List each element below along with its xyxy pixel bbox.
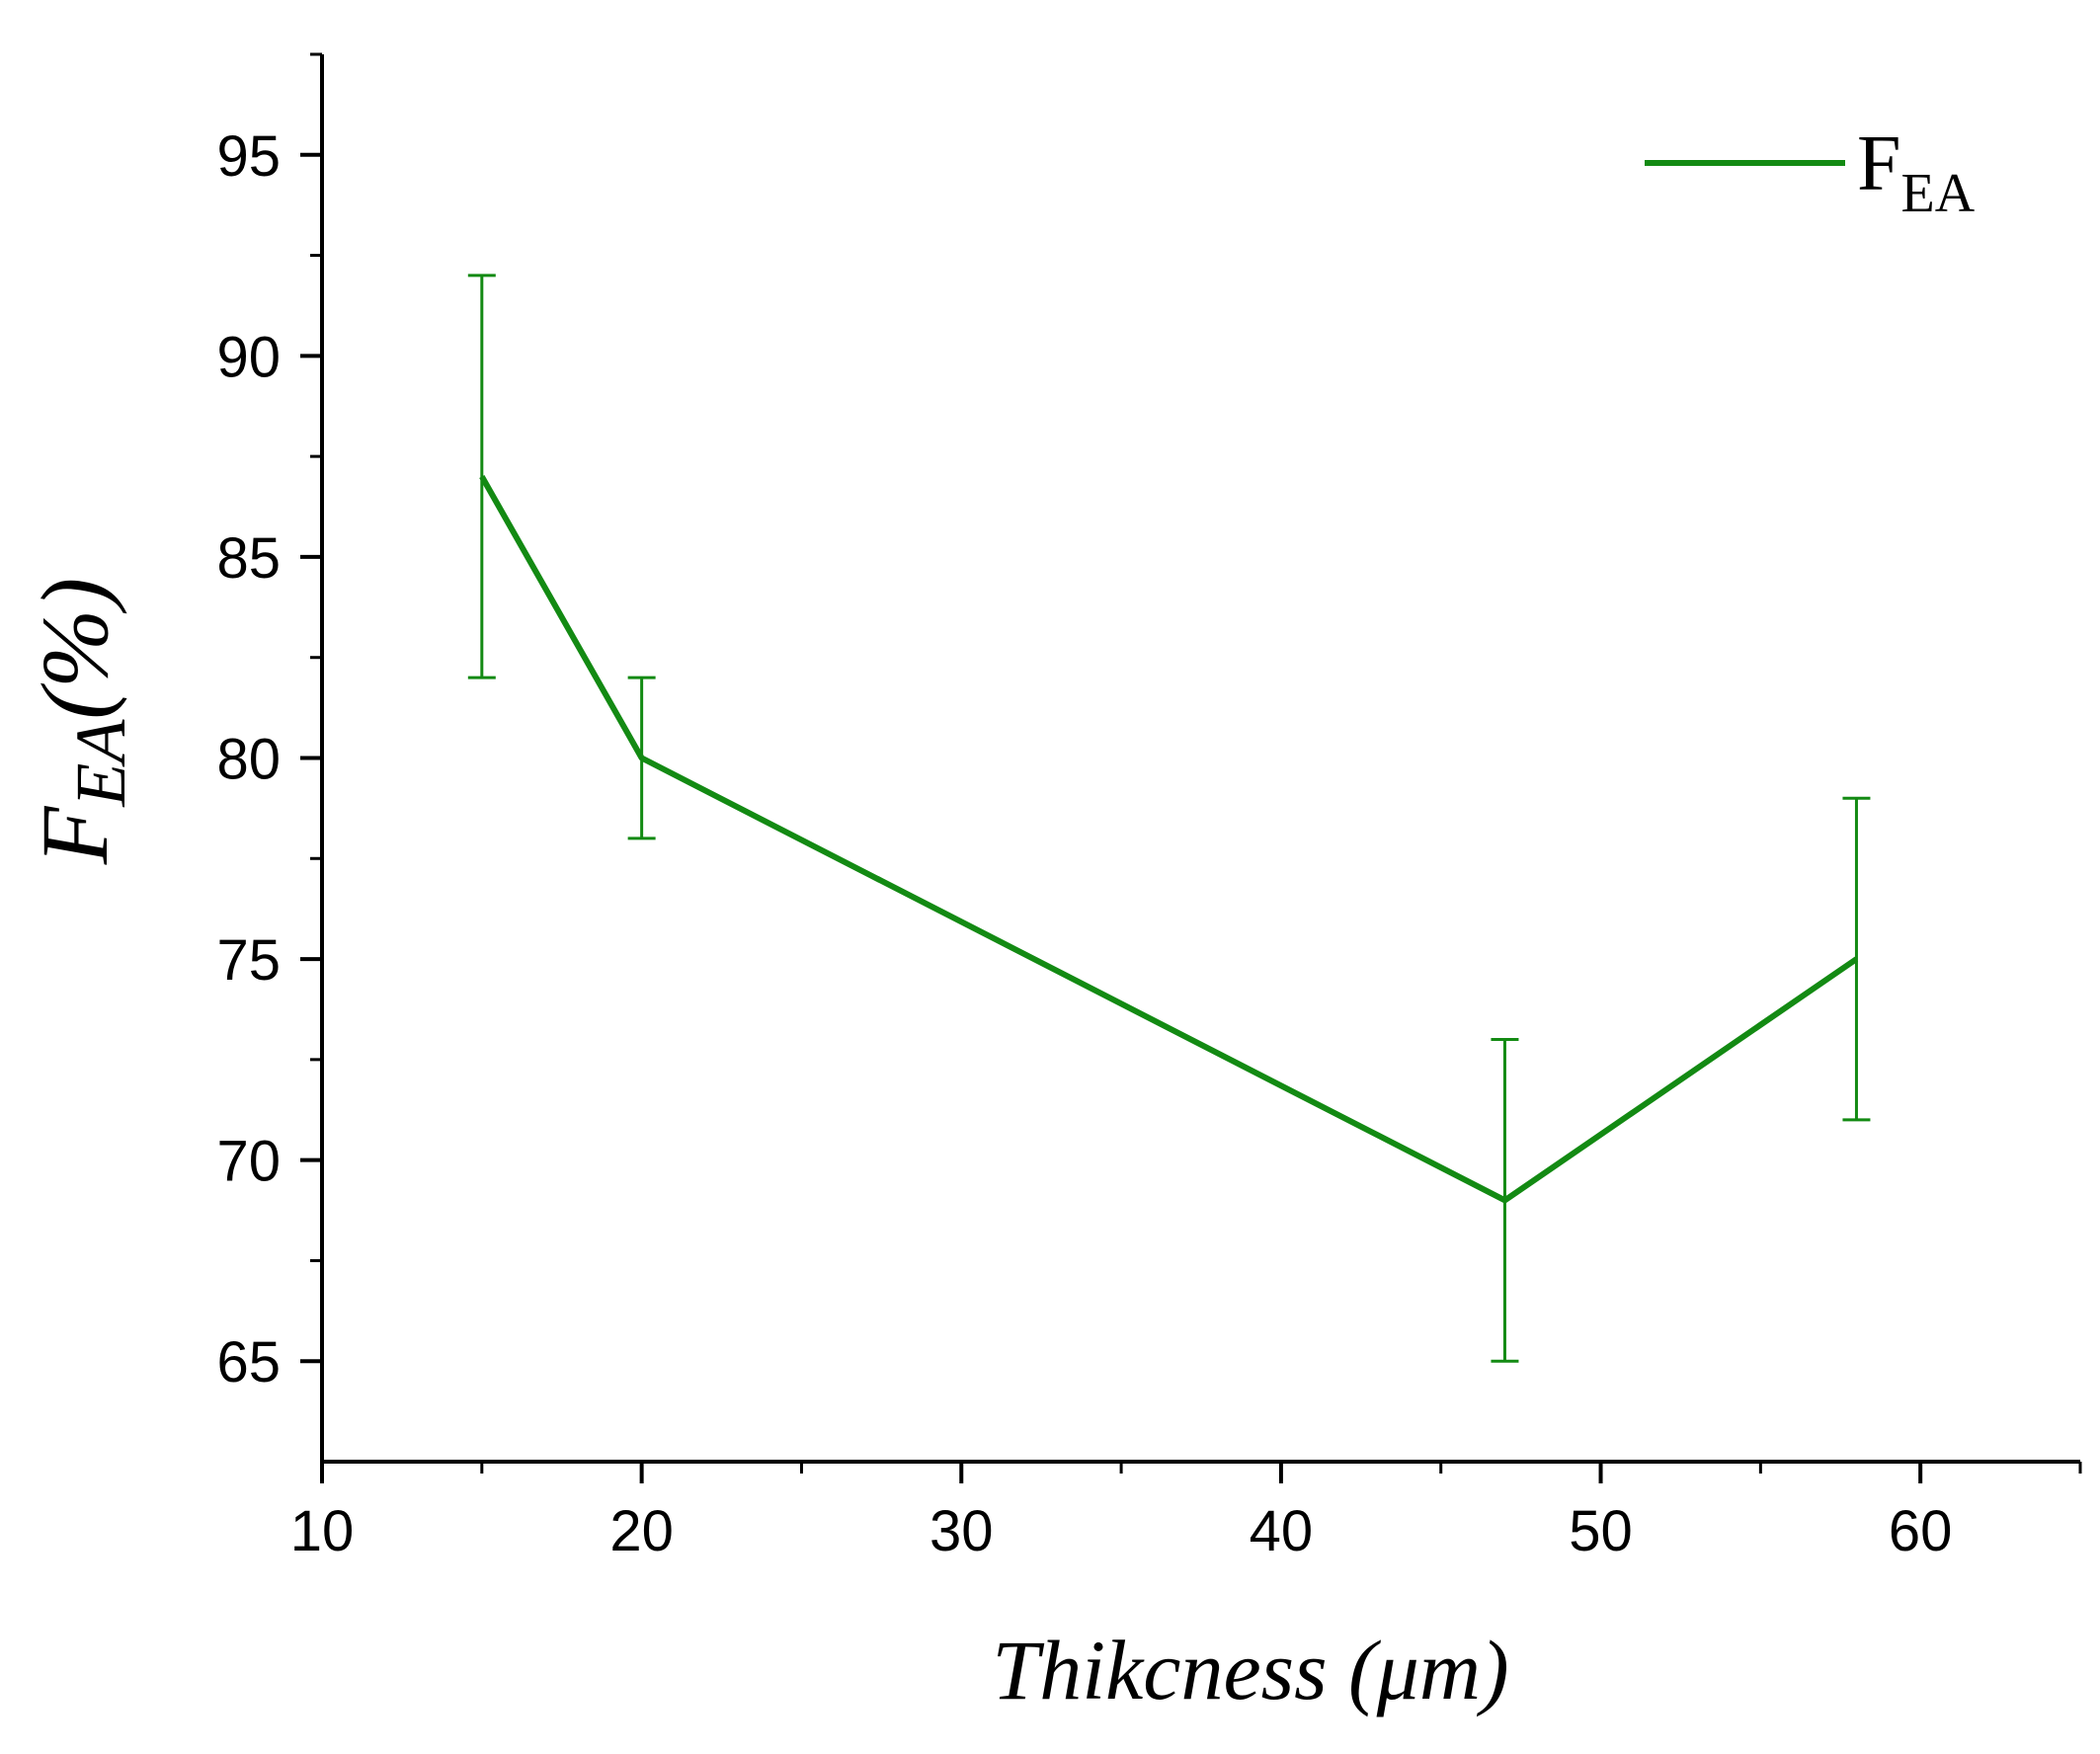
error-bar	[1491, 1038, 1519, 1363]
y-tick-label: 65	[216, 1330, 281, 1395]
y-axis-ticks: 65 70 75 80 85 90 95	[216, 52, 322, 1395]
y-axis-title-suffix: (%)	[22, 578, 127, 720]
y-tick-label: 75	[216, 928, 281, 993]
legend-label-main: F	[1857, 120, 1901, 207]
x-tick-label: 30	[929, 1499, 994, 1563]
error-bar	[467, 274, 496, 679]
y-axis-title: FEA(%)	[22, 578, 140, 866]
y-tick-label: 90	[216, 325, 281, 389]
x-axis-ticks: 10 20 30 40 50 60	[290, 1462, 2082, 1563]
legend-label-sub: EA	[1901, 163, 1976, 224]
error-bar	[627, 676, 656, 840]
y-axis-title-sub: EA	[61, 719, 140, 808]
y-tick-label: 80	[216, 728, 281, 792]
series-layer	[467, 274, 1871, 1363]
svg-text:FEA(%): FEA(%)	[22, 578, 140, 866]
x-tick-label: 50	[1569, 1499, 1633, 1563]
y-axis-title-main: F	[22, 805, 127, 865]
y-tick-label: 70	[216, 1130, 281, 1194]
series-line	[479, 475, 1859, 1204]
error-bar	[1842, 796, 1871, 1122]
axes: 10 20 30 40 50 60 65 70 75 80 85 90 95	[216, 52, 2082, 1563]
svg-text:FEA: FEA	[1857, 120, 1976, 224]
x-axis-title: Thikcness (μm)	[992, 1623, 1508, 1717]
y-tick-label: 85	[216, 526, 281, 591]
legend: FEA	[1645, 120, 1976, 224]
x-tick-label: 20	[609, 1499, 674, 1563]
y-tick-label: 95	[216, 124, 281, 189]
x-tick-label: 10	[290, 1499, 355, 1563]
x-tick-label: 60	[1889, 1499, 1953, 1563]
x-tick-label: 40	[1250, 1499, 1314, 1563]
